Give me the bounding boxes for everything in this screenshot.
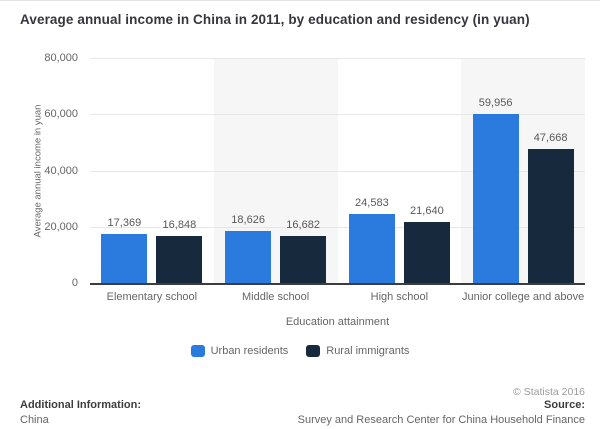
y-tick-label-60000: 60,000 [44,108,78,121]
bar-group-middle-school: 18,626 16,682 [214,58,338,283]
chart-title: Average annual income in China in 2011, … [20,12,530,27]
legend-label: Rural immigrants [326,345,410,357]
bar-group-elementary-school: 17,369 16,848 [90,58,214,283]
legend-item-rural-immigrants[interactable]: Rural immigrants [306,345,409,357]
x-axis-tick-labels: Elementary school Middle school High schoo… [90,291,585,303]
x-tick-label-high-school: High school [370,291,429,303]
bar-group-junior-college-and-above: 59,956 47,668 [461,58,585,283]
bar-urban-residents-high-school[interactable] [348,213,395,283]
x-tick-label-junior-college-and-above: Junior college and above [461,291,585,303]
additional-information-block: Additional Information: China [20,399,141,426]
bar-value-label: 59,956 [478,97,513,110]
bar-groups-layer: 17,369 16,848 18,626 16,682 24,583 21,640 59,9… [90,58,585,283]
source-value: Survey and Research Center for China Hou… [297,414,585,426]
legend: Urban residents Rural immigrants [0,345,600,357]
bar-wrap-rural-immigrants-high-school: 21,640 [403,205,450,283]
y-tick-label-0: 0 [71,277,78,289]
bar-wrap-urban-residents-high-school: 24,583 [348,196,395,283]
bar-urban-residents-junior-college-and-above[interactable] [472,114,519,283]
source-block: Source: Survey and Research Center for C… [298,399,585,426]
y-tick-label-20000: 20,000 [44,220,78,233]
bar-rural-immigrants-junior-college-and-above[interactable] [527,148,574,283]
x-axis-title: Education attainment [285,316,390,328]
bar-rural-immigrants-high-school[interactable] [403,222,450,283]
bar-wrap-rural-immigrants-middle-school: 16,682 [280,219,327,283]
legend-swatch-urban-residents [190,345,205,357]
bar-urban-residents-elementary-school[interactable] [101,234,148,283]
gridline-80000 [90,58,585,59]
bar-value-label: 18,626 [231,213,265,226]
gridline-60000 [90,114,585,116]
bar-wrap-urban-residents-middle-school: 18,626 [225,213,272,283]
bar-group-high-school: 24,583 21,640 [338,58,462,283]
bar-value-label: 17,369 [107,217,142,230]
copyright-notice: © Statista 2016 [513,386,585,398]
legend-swatch-rural-immigrants [306,345,321,357]
plot-area: 17,369 16,848 18,626 16,682 24,583 21,640 59,9… [90,58,585,285]
y-tick-label-40000: 40,000 [44,164,78,177]
additional-information-label: Additional Information: [20,399,141,411]
bar-wrap-rural-immigrants-junior-college-and-above: 47,668 [527,131,574,283]
legend-item-urban-residents[interactable]: Urban residents [190,345,289,357]
x-tick-label-elementary-school: Elementary school [106,291,198,303]
bar-value-label: 16,682 [286,219,320,232]
gridline-40000 [90,170,585,172]
bar-value-label: 47,668 [533,131,568,144]
bar-wrap-urban-residents-junior-college-and-above: 59,956 [472,97,519,283]
x-tick-label-middle-school: Middle school [241,291,310,303]
source-label: Source: [544,399,585,411]
bar-value-label: 21,640 [410,205,444,218]
y-tick-label-80000: 80,000 [44,52,78,64]
y-axis-tick-labels: 0 20,000 40,000 60,000 80,000 [14,52,78,289]
additional-information-value: China [20,414,49,426]
legend-label: Urban residents [210,345,289,357]
bar-value-label: 16,848 [162,218,197,231]
bar-value-label: 24,583 [355,196,389,209]
bar-urban-residents-middle-school[interactable] [225,230,272,283]
bar-rural-immigrants-elementary-school[interactable] [156,235,203,283]
bar-wrap-urban-residents-elementary-school: 17,369 [101,217,148,283]
bar-wrap-rural-immigrants-elementary-school: 16,848 [156,218,203,283]
bar-rural-immigrants-middle-school[interactable] [280,236,327,283]
gridline-20000 [90,226,585,228]
